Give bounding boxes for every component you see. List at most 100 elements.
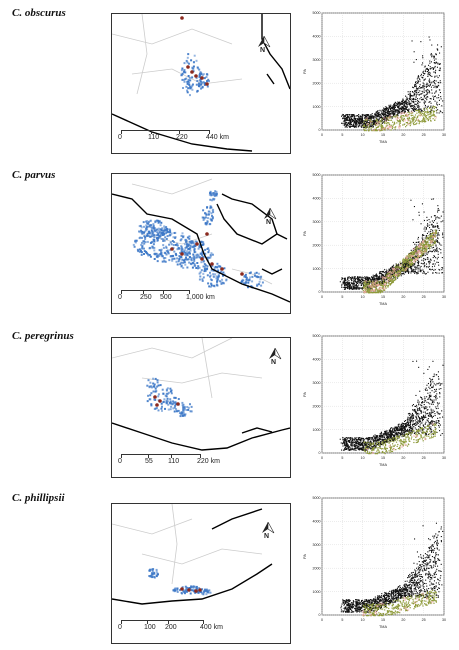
y-tick-label: 3000: [313, 543, 321, 547]
occurrence-point: [200, 76, 204, 80]
scale-bar-tick: [200, 454, 201, 458]
scale-bar-tick: [163, 290, 164, 294]
suitability-area: [208, 190, 218, 202]
scale-bar-label: 200: [165, 624, 177, 631]
coastline: [112, 422, 290, 451]
x-tick-label: 15: [381, 618, 385, 622]
suitability-area: [146, 377, 162, 390]
suitability-area: [138, 219, 168, 241]
occurrence-point: [205, 82, 209, 86]
x-tick-label: 20: [401, 456, 405, 460]
species-name: C. phillipsii: [12, 492, 65, 504]
occurrence-point: [210, 262, 214, 266]
occurrence-point: [240, 272, 244, 276]
occurrence-point: [187, 588, 191, 592]
occurrence-point: [198, 588, 202, 592]
scale-bar-label: 250: [140, 294, 152, 301]
suitability-area: [196, 71, 210, 90]
species-name: C. parvus: [12, 169, 56, 181]
x-tick-label: 0: [321, 295, 323, 299]
background-points: [339, 360, 444, 451]
x-axis-label: TMA: [379, 140, 387, 144]
scale-bar-label: 55: [145, 458, 153, 465]
scale-bar: 0 55 110 220 km: [118, 454, 268, 476]
x-tick-label: 10: [361, 133, 365, 137]
scale-bar-tick: [143, 290, 144, 294]
scale-bar-label: 0: [118, 458, 122, 465]
occurrence-point: [205, 232, 209, 236]
scale-bar-label: 110: [168, 458, 180, 465]
scale-bar-tick: [189, 290, 190, 294]
y-axis-label: PA: [303, 231, 307, 236]
coastline: [261, 14, 290, 90]
suitability-area: [172, 401, 193, 418]
occurrence-point: [200, 257, 204, 261]
north-arrow-icon: [262, 522, 275, 534]
scale-bar-tick: [209, 130, 210, 134]
north-label: N: [271, 359, 277, 366]
scale-bar-label: 400 km: [200, 624, 223, 631]
occurrence-point: [180, 252, 184, 256]
scale-bar-line: [121, 454, 200, 455]
north-arrow: N: [256, 36, 272, 58]
coastline: [241, 427, 273, 434]
y-tick-label: 3000: [313, 381, 321, 385]
state-border: [112, 338, 233, 359]
north-arrow: N: [260, 522, 276, 544]
y-tick-label: 3000: [313, 58, 321, 62]
scale-bar-label: 500: [160, 294, 172, 301]
y-tick-label: 1000: [313, 267, 321, 271]
occurrence-point: [180, 16, 184, 20]
species-name: C. peregrinus: [12, 330, 74, 342]
occurrence-point: [190, 70, 194, 74]
north-label: N: [260, 47, 266, 54]
y-tick-label: 4000: [313, 35, 321, 39]
scale-bar-tick: [179, 130, 180, 134]
occurrence-point: [170, 247, 174, 251]
north-arrow: N: [267, 348, 283, 370]
occurrence-points: [365, 111, 437, 132]
north-label: N: [266, 219, 272, 226]
x-tick-label: 30: [442, 456, 446, 460]
y-tick-label: 5000: [313, 173, 321, 177]
y-tick-label: 0: [319, 613, 321, 617]
occurrence-point: [158, 399, 162, 403]
y-tick-label: 2000: [313, 566, 321, 570]
state-border: [131, 178, 213, 195]
y-tick-label: 4000: [313, 520, 321, 524]
available-points: [363, 423, 437, 455]
state-border: [141, 233, 213, 245]
coastline: [276, 233, 288, 240]
scale-bar-tick: [203, 620, 204, 624]
x-tick-label: 5: [341, 618, 343, 622]
distribution-map: 0 55 110 220 km N: [111, 337, 291, 478]
climate-scatter-plot: 0 5 10 15 20 25 30 0 1000 2000 3000 4000 5000 TMA PA: [300, 328, 450, 475]
north-label: N: [264, 533, 270, 540]
x-tick-label: 5: [341, 456, 343, 460]
scale-bar: 0 250 500 1,000 km: [118, 290, 268, 312]
species-panel-row: C. phillipsii 0 100 200 400 km N 0 5 10 15 20 25 30 0…: [0, 490, 459, 650]
x-tick-label: 5: [341, 295, 343, 299]
scale-bar-tick: [148, 454, 149, 458]
north-arrow: N: [262, 208, 278, 230]
scale-bar-line: [121, 290, 189, 291]
y-axis-label: PA: [303, 392, 307, 397]
state-border: [112, 518, 193, 535]
y-tick-label: 0: [319, 290, 321, 294]
x-tick-label: 25: [422, 456, 426, 460]
x-tick-label: 20: [401, 618, 405, 622]
y-tick-label: 1000: [313, 428, 321, 432]
available-points: [362, 229, 438, 294]
species-name: C. obscurus: [12, 7, 66, 19]
y-tick-label: 0: [319, 451, 321, 455]
suitability-area: [198, 262, 228, 288]
y-tick-label: 1000: [313, 590, 321, 594]
y-tick-label: 5000: [313, 11, 321, 15]
y-axis-label: PA: [303, 554, 307, 559]
x-tick-label: 15: [381, 295, 385, 299]
y-tick-label: 2000: [313, 243, 321, 247]
occurrence-point: [176, 402, 180, 406]
distribution-map: 0 110 220 440 km N: [111, 13, 291, 154]
suitability-area: [240, 271, 264, 289]
scale-bar: 0 110 220 440 km: [118, 130, 268, 152]
